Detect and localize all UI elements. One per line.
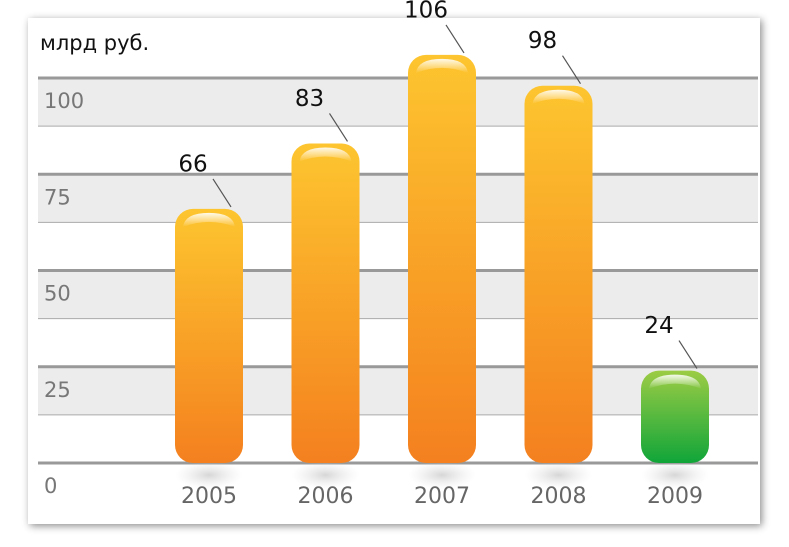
value-label: 24 (644, 313, 673, 339)
y-tick-label: 75 (44, 185, 71, 209)
value-label: 66 (178, 151, 207, 177)
value-label: 83 (295, 86, 324, 112)
bar-gloss (532, 89, 585, 104)
bar (408, 54, 476, 464)
leader-line (445, 24, 465, 54)
value-label: 98 (528, 28, 557, 54)
grid-band (38, 366, 758, 415)
bar-reflection (641, 461, 709, 489)
grid-band (38, 174, 758, 223)
bar-reflection (175, 461, 243, 489)
bar-reflection (408, 461, 476, 489)
grid-band (38, 78, 758, 127)
unit-label: млрд руб. (40, 31, 149, 55)
x-tick-label: 2007 (414, 484, 470, 509)
y-tick-label: 25 (44, 378, 71, 402)
y-tick-label: 0 (44, 474, 57, 498)
leader-line (212, 178, 232, 208)
x-tick-label: 2005 (181, 484, 237, 509)
x-tick-label: 2006 (298, 484, 354, 509)
bar-reflection (291, 461, 360, 489)
value-label: 106 (404, 0, 448, 23)
y-tick-label: 50 (44, 282, 71, 306)
x-tick-label: 2008 (531, 484, 587, 509)
bar-gloss (416, 58, 468, 73)
bar (175, 208, 243, 463)
y-tick-label: 100 (44, 89, 84, 113)
bar-gloss (299, 147, 352, 162)
bar-gloss (183, 212, 235, 227)
bar (524, 85, 593, 463)
leader-line (328, 113, 349, 142)
bar-reflection (524, 461, 593, 489)
leader-line (678, 340, 698, 369)
bar (641, 370, 709, 463)
x-tick-label: 2009 (647, 484, 703, 509)
bar (291, 143, 360, 463)
grid-band (38, 270, 758, 319)
bar-gloss (649, 374, 701, 389)
leader-line (561, 55, 582, 85)
